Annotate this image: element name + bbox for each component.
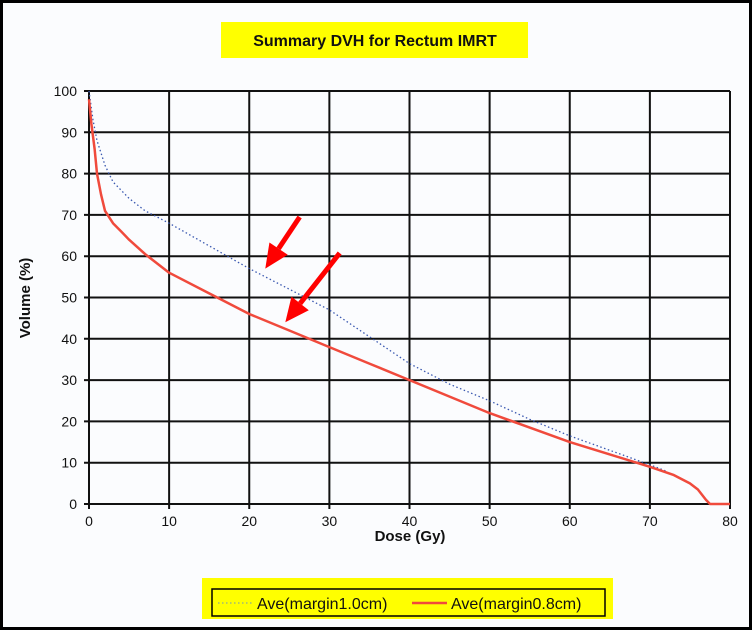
x-axis-label: Dose (Gy) [375, 528, 446, 545]
legend-background [202, 578, 613, 619]
tick-labels: 0 10 20 30 40 50 60 70 80 0 10 20 30 40 50 60 70 80 90 100 [54, 83, 738, 529]
legend-label-margin0.8cm: Ave(margin0.8cm) [451, 596, 581, 613]
y-tick-label: 70 [61, 207, 77, 223]
x-tick-label: 80 [722, 513, 738, 529]
series-lines [87, 90, 730, 506]
x-tick-label: 30 [322, 513, 338, 529]
y-tick-label: 80 [61, 166, 77, 182]
legend: Ave(margin1.0cm) Ave(margin0.8cm) [202, 578, 613, 619]
y-tick-label: 50 [61, 290, 77, 306]
legend-label-margin1.0cm: Ave(margin1.0cm) [257, 596, 387, 613]
y-tick-label: 0 [69, 496, 77, 512]
x-tick-label: 40 [402, 513, 418, 529]
arrow-shaft [298, 251, 342, 305]
arrow-shaft [276, 215, 302, 251]
legend-border [211, 588, 606, 617]
series-line-1 [87, 99, 730, 506]
title-box [221, 22, 528, 58]
y-tick-label: 30 [61, 372, 77, 388]
annotation-arrows [265, 215, 342, 323]
x-tick-label: 60 [562, 513, 578, 529]
x-tick-label: 10 [161, 513, 177, 529]
x-tick-label: 20 [241, 513, 257, 529]
y-tick-label: 60 [61, 248, 77, 264]
x-tick-label: 50 [482, 513, 498, 529]
y-tick-label: 40 [61, 331, 77, 347]
y-axis-label: Volume (%) [17, 258, 34, 339]
arrow-head [265, 242, 288, 269]
series-line-0 [88, 90, 667, 472]
x-tick-label: 0 [85, 513, 93, 529]
grid [84, 90, 731, 509]
y-tick-label: 100 [54, 83, 78, 99]
y-tick-label: 90 [61, 124, 77, 140]
x-tick-label: 70 [642, 513, 658, 529]
arrow-head [285, 296, 309, 323]
y-tick-label: 10 [61, 455, 77, 471]
chart-title: Summary DVH for Rectum IMRT [253, 33, 497, 50]
y-tick-label: 20 [61, 413, 77, 429]
